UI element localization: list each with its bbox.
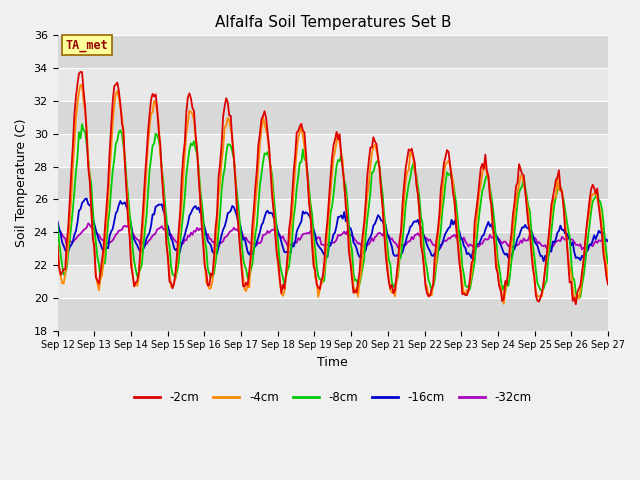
- Legend: -2cm, -4cm, -8cm, -16cm, -32cm: -2cm, -4cm, -8cm, -16cm, -32cm: [129, 387, 536, 409]
- Text: TA_met: TA_met: [66, 39, 109, 52]
- Y-axis label: Soil Temperature (C): Soil Temperature (C): [15, 119, 28, 247]
- Bar: [58, 167, 608, 199]
- Bar: [58, 298, 608, 331]
- Title: Alfalfa Soil Temperatures Set B: Alfalfa Soil Temperatures Set B: [214, 15, 451, 30]
- Bar: [58, 36, 608, 68]
- Bar: [58, 101, 608, 134]
- Bar: [58, 232, 608, 265]
- X-axis label: Time: Time: [317, 356, 348, 369]
